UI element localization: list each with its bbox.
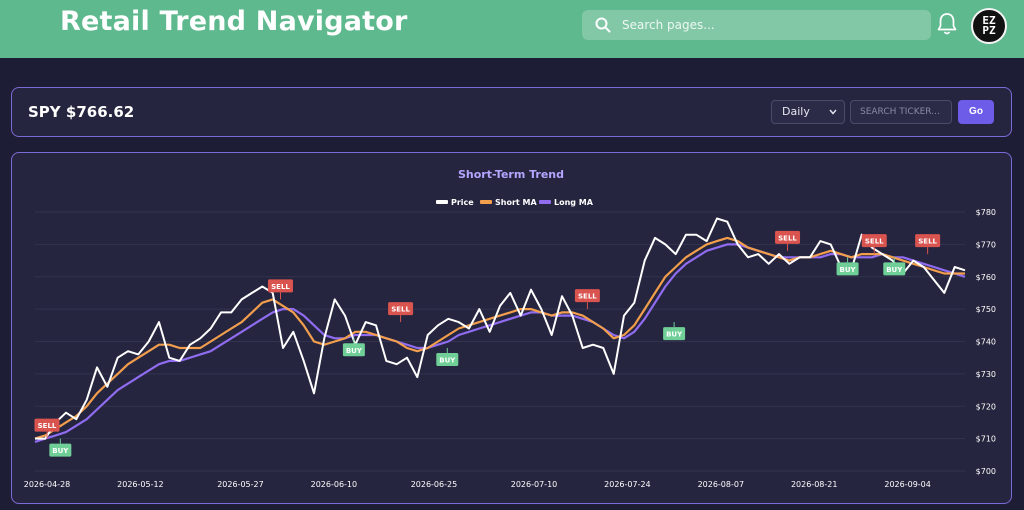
signal-label: SELL	[865, 238, 884, 246]
y-tick-label: $720	[976, 402, 996, 411]
x-tick-label: 2026-05-27	[217, 480, 264, 489]
x-tick-label: 2026-06-10	[311, 480, 358, 489]
sell-signal-badge	[574, 289, 600, 303]
signal-label: BUY	[439, 356, 456, 364]
chart-panel: Short-Term Trend Price Short MA Long MA $7…	[11, 152, 1012, 504]
buy-signal-badge	[342, 343, 365, 357]
legend-swatch	[436, 200, 448, 204]
legend-label: Long MA	[554, 198, 594, 207]
interval-select[interactable]: Daily	[771, 100, 845, 124]
legend-swatch	[539, 200, 551, 204]
x-axis-labels: 2026-04-28 2026-05-12 2026-05-27 2026-06-10…	[24, 480, 931, 489]
ticker-panel: SPY $766.62 Daily Go	[11, 87, 1012, 137]
y-tick-label: $730	[976, 370, 996, 379]
signal-label: SELL	[578, 293, 597, 301]
sell-signal-badge	[775, 230, 801, 244]
legend-swatch	[480, 200, 492, 204]
y-tick-label: $770	[976, 240, 996, 249]
legend-label: Short MA	[495, 198, 537, 207]
signal-label: SELL	[918, 238, 937, 246]
top-bar: Retail Trend Navigator EZ PZ	[0, 0, 1024, 58]
signal-label: BUY	[52, 447, 69, 455]
sell-signal-badge	[34, 418, 60, 432]
signal-label: SELL	[271, 283, 290, 291]
x-tick-label: 2026-05-12	[117, 480, 164, 489]
signal-label: SELL	[778, 234, 797, 242]
x-tick-label: 2026-08-21	[791, 480, 838, 489]
go-button[interactable]: Go	[958, 100, 994, 124]
price-line	[35, 217, 966, 440]
sell-signal-badge	[268, 279, 293, 293]
search-input[interactable]	[622, 10, 922, 40]
signal-label: SELL	[38, 422, 57, 430]
series-lines	[34, 217, 966, 443]
sell-signal-badge	[915, 234, 941, 248]
x-tick-label: 2026-09-04	[884, 480, 931, 489]
chart-title: Short-Term Trend	[458, 168, 564, 181]
buy-signal-badge	[836, 262, 859, 276]
signal-label: BUY	[840, 266, 857, 274]
chevron-down-icon	[829, 109, 837, 115]
signal-label: BUY	[346, 347, 363, 355]
grid-lines	[35, 211, 965, 472]
y-axis-labels: $700 $710 $720 $730 $740 $750 $760 $770 $780	[976, 208, 996, 476]
sell-signal-badge	[388, 302, 414, 316]
buy-signal-badge	[436, 352, 459, 366]
bell-icon[interactable]	[936, 12, 958, 36]
ticker-price-label: SPY $766.62	[28, 103, 135, 121]
trend-chart: Short-Term Trend Price Short MA Long MA $7…	[24, 168, 996, 489]
buy-signal-badge	[49, 443, 72, 457]
y-tick-label: $780	[976, 208, 996, 217]
short-ma-line	[34, 236, 965, 440]
long-ma-line	[34, 243, 966, 443]
x-tick-label: 2026-04-28	[24, 480, 71, 489]
x-tick-label: 2026-07-24	[604, 480, 651, 489]
ticker-search-input[interactable]	[850, 100, 952, 124]
app-title: Retail Trend Navigator	[60, 6, 408, 37]
x-tick-label: 2026-06-25	[411, 480, 458, 489]
buy-signal-badge	[883, 262, 906, 276]
signal-label: BUY	[886, 266, 903, 274]
legend-label: Price	[451, 198, 474, 207]
sell-signal-badge	[861, 234, 887, 248]
signal-markers: SELL BUY SELL BUY SELL BUY SELL BUY SELL BUY SELL B…	[34, 230, 941, 457]
search-bar[interactable]	[582, 10, 931, 40]
search-icon	[595, 17, 611, 33]
avatar[interactable]: EZ PZ	[971, 8, 1007, 44]
y-tick-label: $740	[976, 338, 996, 347]
y-tick-label: $700	[976, 467, 996, 476]
y-tick-label: $760	[976, 273, 996, 282]
chart-legend: Price Short MA Long MA	[436, 198, 594, 207]
x-tick-label: 2026-08-07	[698, 480, 745, 489]
y-tick-label: $710	[976, 435, 996, 444]
x-tick-label: 2026-07-10	[511, 480, 558, 489]
buy-signal-badge	[663, 327, 686, 341]
signal-label: BUY	[666, 331, 683, 339]
interval-value: Daily	[782, 105, 810, 118]
y-tick-label: $750	[976, 305, 996, 314]
signal-label: SELL	[391, 306, 410, 314]
